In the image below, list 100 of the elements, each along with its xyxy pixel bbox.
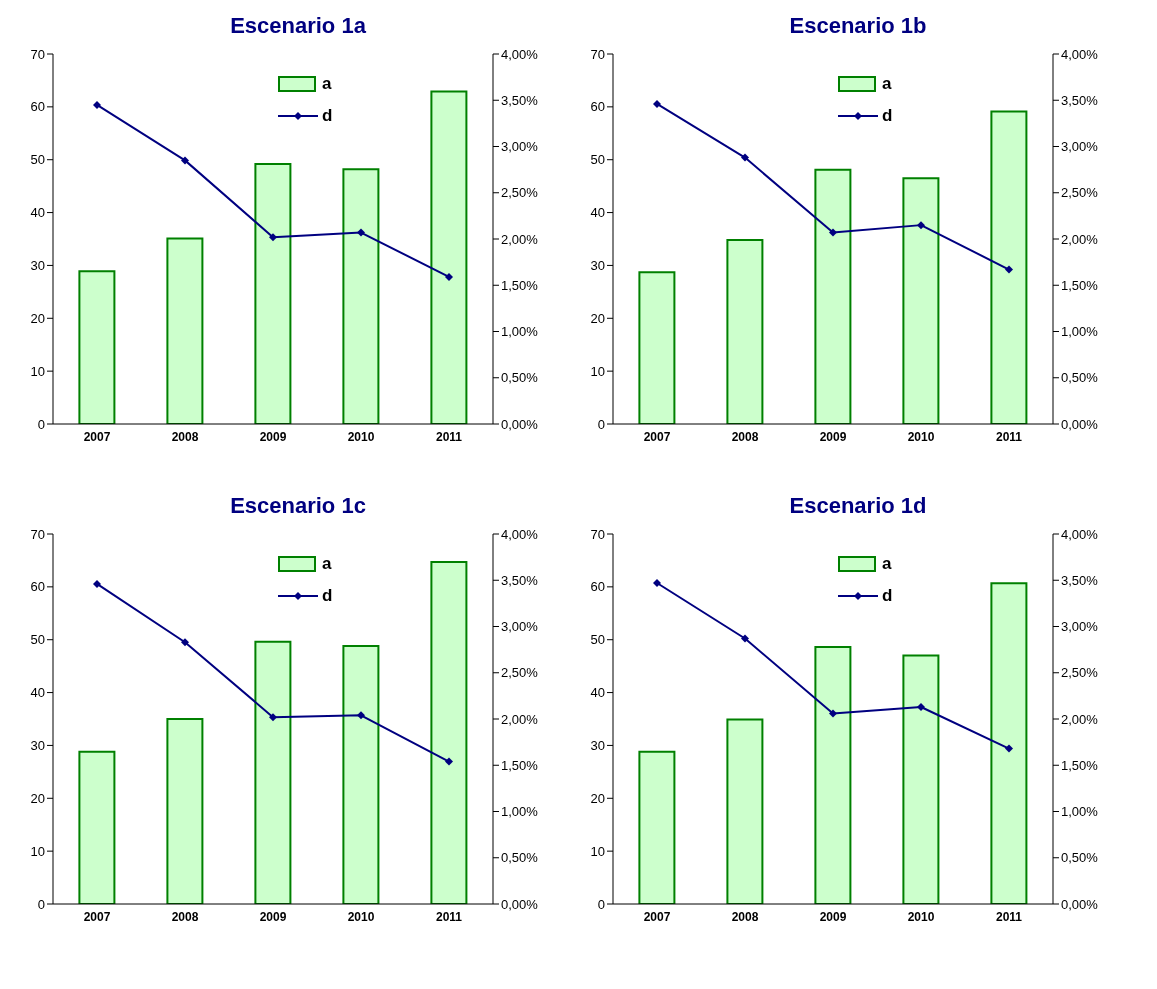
- bar: [78, 270, 116, 424]
- bar: [726, 239, 764, 424]
- legend-label: a: [881, 553, 893, 575]
- bar: [638, 750, 676, 904]
- legend-label: a: [881, 73, 893, 95]
- bar: [902, 177, 940, 424]
- point: [181, 638, 189, 647]
- y-tick-label: 10: [590, 363, 605, 379]
- y2-tick-label: 3,00%: [501, 139, 539, 155]
- x-tick-label: 2010: [347, 909, 375, 924]
- bar: [430, 561, 468, 904]
- legend-label: a: [321, 73, 333, 95]
- y-tick-label: 50: [590, 152, 605, 168]
- y-tick-label: 20: [590, 790, 605, 806]
- y-tick-label: 20: [590, 310, 605, 326]
- bar: [342, 168, 380, 424]
- y-tick-label: 60: [590, 99, 605, 115]
- y2-tick-label: 0,00%: [501, 896, 539, 912]
- y-tick-label: 0: [37, 416, 45, 432]
- y2-tick-label: 2,50%: [501, 665, 539, 681]
- point: [269, 713, 277, 722]
- bar: [990, 582, 1028, 904]
- legend-label: d: [881, 105, 893, 127]
- y-tick-label: 40: [30, 205, 45, 221]
- y2-tick-label: 3,00%: [1061, 139, 1099, 155]
- y-tick-label: 40: [30, 685, 45, 701]
- bar: [814, 168, 852, 424]
- y2-tick-label: 3,00%: [1061, 619, 1099, 635]
- y-tick-label: 70: [590, 46, 605, 62]
- y-tick-label: 30: [590, 738, 605, 754]
- point: [653, 99, 661, 108]
- y-tick-label: 30: [590, 258, 605, 274]
- y-tick-label: 0: [37, 896, 45, 912]
- bar: [430, 90, 468, 424]
- bar: [638, 271, 676, 424]
- y-tick-label: 70: [30, 526, 45, 542]
- y2-tick-label: 0,00%: [1061, 416, 1099, 432]
- bar: [990, 110, 1028, 424]
- bar: [166, 718, 204, 904]
- y-tick-label: 70: [30, 46, 45, 62]
- y2-tick-label: 3,50%: [501, 92, 539, 108]
- point: [93, 100, 101, 109]
- y2-tick-label: 1,00%: [1061, 804, 1099, 820]
- y2-tick-label: 0,00%: [1061, 896, 1099, 912]
- bar: [166, 237, 204, 424]
- y2-tick-label: 0,50%: [1061, 850, 1099, 866]
- legend-label: d: [321, 105, 333, 127]
- y-tick-label: 20: [30, 790, 45, 806]
- x-tick-label: 2010: [907, 909, 935, 924]
- legend-label: d: [881, 585, 893, 607]
- x-tick-label: 2008: [171, 909, 199, 924]
- y2-tick-label: 4,00%: [1061, 526, 1099, 542]
- x-tick-label: 2009: [819, 429, 847, 444]
- y2-tick-label: 0,50%: [501, 850, 539, 866]
- point: [917, 702, 925, 711]
- y2-tick-label: 1,50%: [501, 757, 539, 773]
- chart-title: Escenario 1c: [229, 492, 367, 520]
- y-tick-label: 30: [30, 258, 45, 274]
- bar: [726, 718, 764, 904]
- x-tick-label: 2011: [995, 429, 1023, 444]
- y2-tick-label: 0,00%: [501, 416, 539, 432]
- x-tick-label: 2011: [995, 909, 1023, 924]
- point: [269, 233, 277, 242]
- y-tick-label: 10: [30, 363, 45, 379]
- point: [829, 709, 837, 718]
- y-tick-label: 50: [30, 152, 45, 168]
- legend-label: d: [321, 585, 333, 607]
- point: [357, 711, 365, 720]
- bar: [814, 646, 852, 904]
- y-tick-label: 50: [30, 632, 45, 648]
- y-tick-label: 50: [590, 632, 605, 648]
- y2-tick-label: 1,00%: [501, 804, 539, 820]
- y-tick-label: 20: [30, 310, 45, 326]
- y-tick-label: 30: [30, 738, 45, 754]
- point: [181, 156, 189, 165]
- x-tick-label: 2009: [259, 909, 287, 924]
- point: [445, 272, 453, 281]
- point: [1005, 744, 1013, 753]
- y2-tick-label: 4,00%: [1061, 46, 1099, 62]
- point: [917, 221, 925, 230]
- x-tick-label: 2008: [731, 909, 759, 924]
- chart-title: Escenario 1b: [788, 12, 928, 40]
- x-tick-label: 2009: [819, 909, 847, 924]
- point: [653, 579, 661, 588]
- y-tick-label: 10: [30, 843, 45, 859]
- y2-tick-label: 0,50%: [1061, 370, 1099, 386]
- y2-tick-label: 3,50%: [501, 572, 539, 588]
- y-tick-label: 0: [597, 896, 605, 912]
- y-tick-label: 40: [590, 685, 605, 701]
- x-tick-label: 2010: [907, 429, 935, 444]
- y2-tick-label: 3,50%: [1061, 572, 1099, 588]
- y-tick-label: 60: [30, 99, 45, 115]
- point: [829, 228, 837, 237]
- point: [93, 579, 101, 588]
- bar: [342, 645, 380, 904]
- point: [357, 228, 365, 237]
- x-tick-label: 2008: [171, 429, 199, 444]
- y-tick-label: 60: [590, 579, 605, 595]
- y2-tick-label: 2,00%: [501, 231, 539, 247]
- y2-tick-label: 2,50%: [1061, 665, 1099, 681]
